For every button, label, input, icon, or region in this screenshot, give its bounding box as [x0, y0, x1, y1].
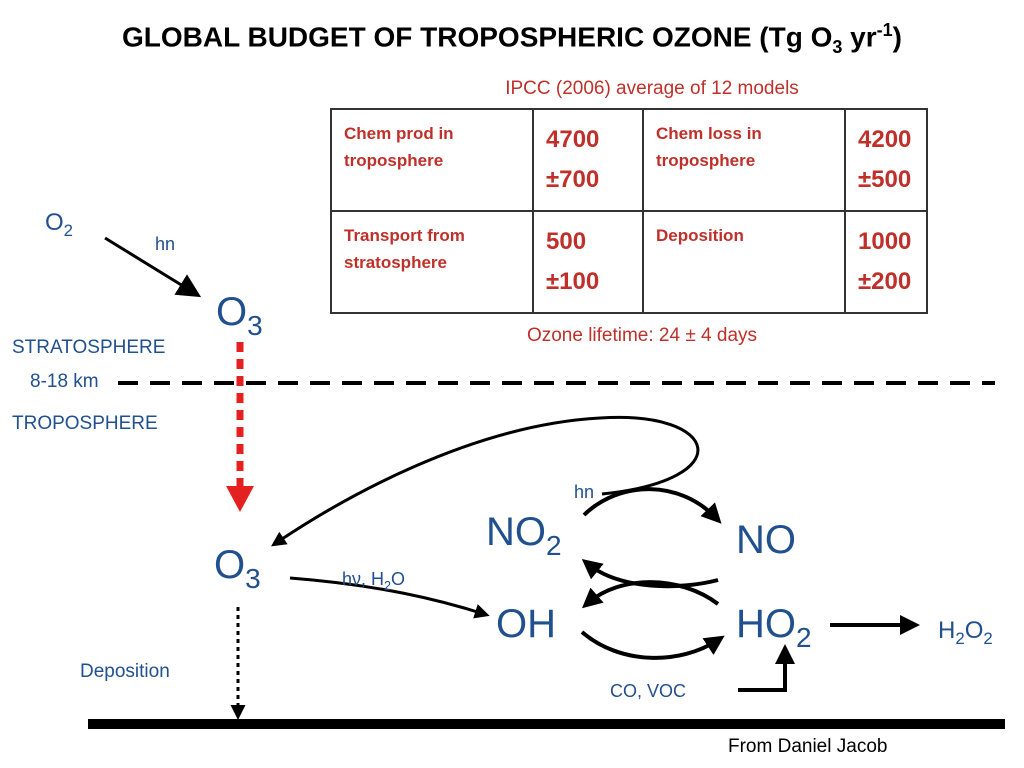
table-row: Chem prod in troposphere 4700 ±700 Chem … — [330, 108, 928, 212]
arrow — [738, 644, 795, 692]
arrow — [581, 580, 720, 609]
label-text: O — [214, 543, 245, 587]
arrow — [581, 558, 719, 589]
label: NO — [736, 518, 796, 562]
arrow — [271, 415, 700, 547]
arrowhead — [226, 486, 254, 512]
label: OH — [496, 602, 556, 646]
lifetime: Ozone lifetime: 24 ± 4 days — [526, 325, 758, 346]
label-subscript: 3 — [247, 310, 263, 341]
cell: 4700 ±700 — [532, 108, 644, 212]
label-subscript: 2 — [983, 629, 992, 648]
label: CO, VOC — [610, 681, 686, 701]
cell: 500 ±100 — [532, 210, 644, 314]
label-subscript: 2 — [384, 579, 391, 593]
label-text: O — [965, 617, 984, 644]
label-text: O — [216, 290, 247, 334]
arrow — [104, 236, 202, 298]
label: O2 — [45, 209, 73, 240]
label: STRATOSPHERE — [12, 337, 165, 358]
label: hn — [574, 482, 594, 502]
label: O3 — [216, 290, 263, 341]
cell: 4200 ±500 — [844, 108, 928, 212]
label: NO2 — [486, 510, 562, 561]
label-subscript: 3 — [245, 563, 261, 594]
credit: From Daniel Jacob — [728, 736, 888, 757]
arrow — [582, 487, 722, 524]
cell: Deposition — [642, 210, 846, 314]
label: Deposition — [80, 661, 170, 682]
label: TROPOSPHERE — [12, 413, 158, 434]
label-text: hν, H — [342, 569, 384, 589]
title-text: GLOBAL BUDGET OF TROPOSPHERIC OZONE (Tg … — [122, 21, 833, 53]
cell: Chem prod in troposphere — [330, 108, 534, 212]
label: HO2 — [736, 602, 812, 653]
label-text: H — [938, 617, 955, 644]
title-text: ) — [892, 21, 902, 53]
title: GLOBAL BUDGET OF TROPOSPHERIC OZONE (Tg … — [0, 20, 1024, 58]
title-text: yr — [842, 21, 877, 53]
cell: Transport from stratosphere — [330, 210, 534, 314]
label: O3 — [214, 543, 261, 594]
label: hn — [155, 234, 175, 254]
table-row: Transport from stratosphere 500 ±100 Dep… — [330, 210, 928, 314]
budget-table: Chem prod in troposphere 4700 ±700 Chem … — [330, 108, 928, 314]
label-text: O — [391, 569, 405, 589]
title-subscript: 3 — [832, 36, 843, 57]
subtitle: IPCC (2006) average of 12 models — [505, 78, 799, 99]
label: hν, H2O — [342, 569, 405, 593]
label-text: O — [45, 209, 64, 236]
cell: Chem loss in troposphere — [642, 108, 846, 212]
arrow — [289, 576, 490, 619]
label: H2O2 — [938, 617, 993, 648]
arrow — [580, 630, 725, 660]
label-subscript: 2 — [796, 622, 812, 653]
label-subscript: 2 — [955, 629, 964, 648]
cell: 1000 ±200 — [844, 210, 928, 314]
arrows — [88, 236, 1005, 729]
label-text: NO — [486, 510, 546, 554]
label: 8-18 km — [30, 371, 99, 392]
title-superscript: -1 — [876, 20, 893, 40]
label-subscript: 2 — [64, 221, 73, 240]
label-subscript: 2 — [546, 530, 562, 561]
label-text: HO — [736, 602, 796, 646]
